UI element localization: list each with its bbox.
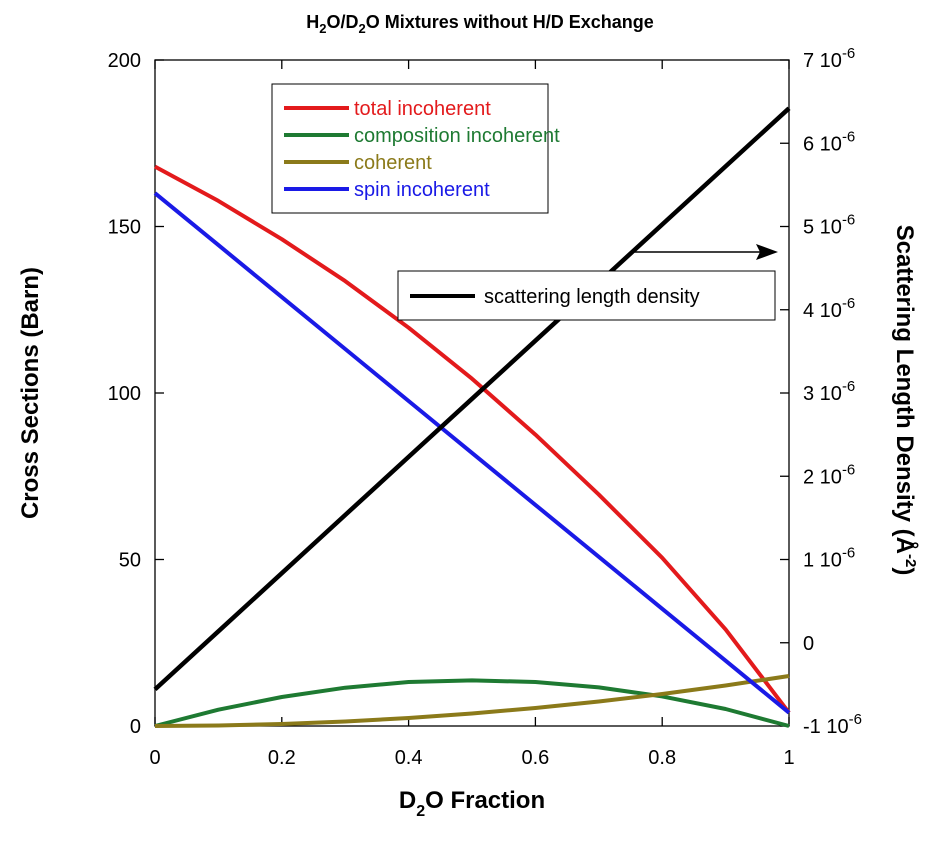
y-right-tick-label: 0 bbox=[803, 633, 814, 655]
y-left-tick-label: 150 bbox=[108, 217, 141, 239]
y-right-tick-label: 4 10-6 bbox=[803, 295, 855, 322]
y-right-ticks: -1 10-6 0 1 10-6 2 10-6 3 10-6 4 10-6 5 10-6 6 … bbox=[780, 45, 862, 738]
x-ticks: 0 0.2 0.4 0.6 0.8 1 bbox=[149, 60, 795, 769]
x-tick-label: 0.8 bbox=[648, 747, 676, 769]
series-line-scattering-length-density bbox=[153, 106, 791, 692]
y-right-tick-label: -1 10-6 bbox=[803, 711, 862, 738]
arrow-head bbox=[756, 244, 778, 260]
x-tick-label: 0.4 bbox=[395, 747, 423, 769]
series-line-composition-incoherent bbox=[154, 678, 790, 728]
legend-entries: total incoherent composition incoherent co… bbox=[284, 98, 560, 201]
x-tick-label: 0.2 bbox=[268, 747, 296, 769]
y-right-tick-label: 2 10-6 bbox=[803, 461, 855, 488]
y-left-tick-label: 200 bbox=[108, 50, 141, 72]
series-line-spin-incoherent bbox=[153, 191, 791, 715]
y-right-tick-label: 7 10-6 bbox=[803, 45, 855, 72]
legend-label: composition incoherent bbox=[354, 125, 560, 147]
x-tick-label: 1 bbox=[783, 747, 794, 769]
sld-legend-label: scattering length density bbox=[484, 286, 700, 308]
y-right-axis-title: Scattering Length Density (Å-2) bbox=[891, 225, 919, 576]
legend-box bbox=[271, 83, 549, 214]
y-left-axis-title: Cross Sections (Barn) bbox=[17, 267, 44, 519]
y-right-tick-label: 3 10-6 bbox=[803, 378, 855, 405]
legend-label: spin incoherent bbox=[354, 179, 490, 201]
series-layer bbox=[153, 106, 791, 728]
y-right-tick-label: 1 10-6 bbox=[803, 545, 855, 572]
x-axis-title: D2O Fraction bbox=[399, 787, 545, 820]
legend-label: total incoherent bbox=[354, 98, 491, 120]
x-tick-label: 0.6 bbox=[521, 747, 549, 769]
y-left-tick-label: 50 bbox=[119, 550, 141, 572]
legend-label: coherent bbox=[354, 152, 432, 174]
y-left-tick-label: 0 bbox=[130, 716, 141, 738]
x-tick-label: 0 bbox=[149, 747, 160, 769]
legend: total incoherent composition incoherent co… bbox=[271, 83, 560, 214]
sld-legend: scattering length density bbox=[397, 270, 776, 321]
chart-title: H2O/D2O Mixtures without H/D Exchange bbox=[306, 12, 654, 36]
series-line-coherent bbox=[154, 674, 790, 728]
y-right-tick-label: 6 10-6 bbox=[803, 128, 855, 155]
series-line-total-incoherent bbox=[154, 164, 791, 714]
y-left-ticks: 0 50 100 150 200 bbox=[108, 50, 164, 738]
y-left-tick-label: 100 bbox=[108, 383, 141, 405]
arrow-annotation bbox=[633, 244, 778, 260]
y-right-tick-label: 5 10-6 bbox=[803, 212, 855, 239]
